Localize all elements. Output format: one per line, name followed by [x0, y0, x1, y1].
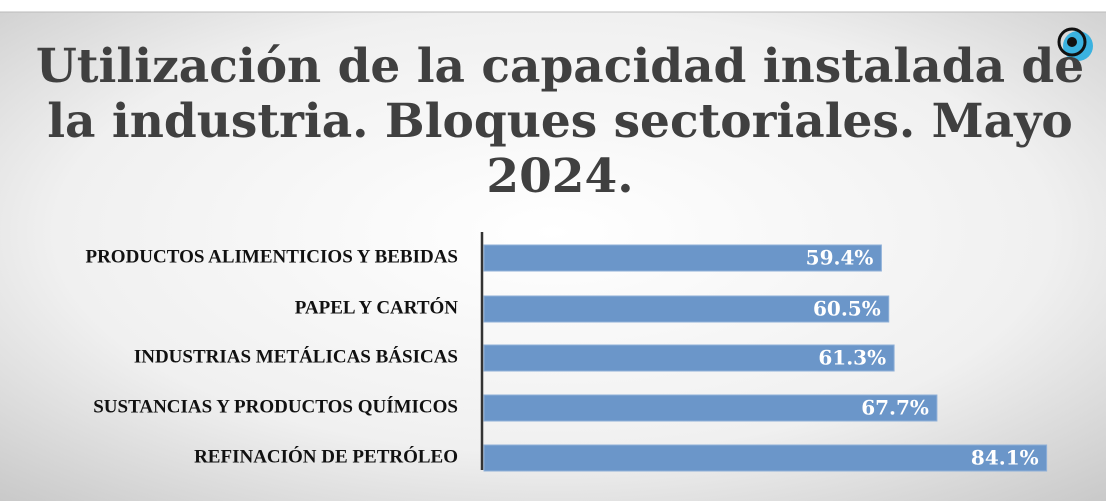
chart-title: la industria. Bloques sectoriales. Mayo: [47, 94, 1073, 149]
value-label: 84.1%: [971, 446, 1039, 470]
value-label: 60.5%: [813, 297, 881, 321]
bar: [483, 295, 890, 323]
value-label: 61.3%: [818, 346, 886, 370]
chart-title: 2024.: [486, 149, 633, 204]
category-label: PAPEL Y CARTÓN: [295, 296, 459, 318]
logo: [1057, 27, 1093, 61]
value-label: 67.7%: [861, 396, 929, 420]
bar: [483, 344, 895, 372]
chart-title: Utilización de la capacidad instalada de: [36, 39, 1084, 94]
category-label: INDUSTRIAS METÁLICAS BÁSICAS: [134, 345, 458, 367]
bar: [483, 394, 938, 422]
bar: [483, 244, 882, 272]
category-label: REFINACIÓN DE PETRÓLEO: [194, 445, 458, 467]
value-label: 59.4%: [806, 246, 874, 270]
bar: [483, 444, 1048, 472]
category-label: SUSTANCIAS Y PRODUCTOS QUÍMICOS: [93, 395, 458, 417]
category-label: PRODUCTOS ALIMENTICIOS Y BEBIDAS: [85, 246, 458, 267]
